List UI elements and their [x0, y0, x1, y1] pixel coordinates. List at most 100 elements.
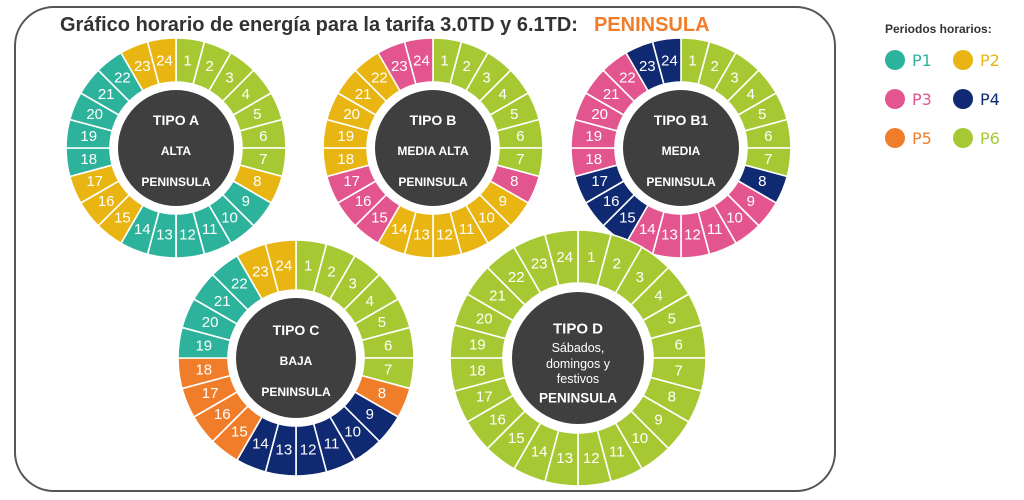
- dial-center-text: TIPO B: [410, 112, 457, 128]
- hour-label: 22: [619, 70, 636, 87]
- hour-label: 4: [366, 293, 374, 310]
- hour-label: 3: [348, 276, 356, 293]
- hour-label: 16: [214, 406, 231, 423]
- hour-label: 15: [371, 209, 388, 226]
- hour-label: 13: [661, 227, 678, 244]
- hour-label: 23: [391, 58, 408, 75]
- hour-label: 13: [413, 227, 430, 244]
- hour-label: 15: [619, 209, 636, 226]
- hour-label: 15: [508, 430, 525, 447]
- hour-label: 1: [440, 52, 448, 69]
- hour-label: 11: [202, 221, 218, 238]
- hour-label: 16: [603, 193, 620, 210]
- hour-label: 22: [508, 269, 525, 286]
- hour-label: 21: [489, 288, 506, 305]
- hour-label: 17: [591, 173, 608, 190]
- hour-label: 3: [730, 70, 738, 87]
- hour-label: 9: [366, 406, 374, 423]
- hour-label: 14: [531, 443, 548, 460]
- hour-label: 4: [499, 86, 507, 103]
- hour-label: 14: [252, 435, 269, 452]
- hour-label: 7: [516, 151, 524, 168]
- hour-label: 14: [639, 221, 656, 238]
- hour-label: 21: [98, 86, 115, 103]
- legend-swatch: [885, 128, 905, 148]
- hour-label: 10: [344, 423, 361, 440]
- hour-label: 24: [413, 52, 430, 69]
- hour-label: 3: [482, 70, 490, 87]
- legend-grid: P1 P2 P3 P4 P5 P6: [885, 50, 1020, 148]
- hour-label: 20: [343, 106, 360, 123]
- hour-label: 7: [384, 362, 392, 379]
- hour-label: 17: [476, 388, 493, 405]
- hour-label: 6: [384, 337, 392, 354]
- dial-center: [375, 90, 491, 206]
- hour-label: 15: [114, 209, 131, 226]
- legend-label: P1: [912, 50, 932, 70]
- hour-label: 10: [631, 430, 648, 447]
- hour-label: 10: [221, 209, 238, 226]
- hour-label: 7: [259, 151, 267, 168]
- hour-label: 20: [591, 106, 608, 123]
- hour-label: 18: [469, 363, 486, 380]
- hour-label: 19: [469, 336, 486, 353]
- diagram-frame: [14, 6, 836, 492]
- dial-center-text: BAJA: [280, 354, 313, 368]
- hour-label: 5: [510, 106, 518, 123]
- dial-center-text: MEDIA: [662, 144, 701, 158]
- hour-label: 17: [343, 173, 360, 190]
- hour-label: 5: [758, 106, 766, 123]
- dial-center-text: TIPO B1: [654, 112, 709, 128]
- legend-swatch: [885, 89, 905, 109]
- legend-title: Periodos horarios:: [885, 22, 992, 36]
- legend-swatch: [953, 89, 973, 109]
- hour-label: 19: [337, 128, 354, 145]
- hour-label: 1: [587, 249, 595, 266]
- hour-segment-24: [543, 229, 579, 287]
- hour-label: 13: [556, 450, 573, 467]
- hour-label: 3: [225, 70, 233, 87]
- dial-center: [118, 90, 234, 206]
- hour-label: 17: [86, 173, 103, 190]
- hour-label: 3: [636, 269, 644, 286]
- hour-label: 19: [585, 128, 602, 145]
- hour-label: 5: [668, 311, 676, 328]
- dial-center-text: MEDIA ALTA: [397, 144, 469, 158]
- legend-item-p1: P1: [885, 50, 953, 70]
- hour-label: 15: [231, 423, 248, 440]
- hour-label: 6: [764, 128, 772, 145]
- hour-segment-24: [264, 239, 297, 294]
- hour-label: 8: [758, 173, 766, 190]
- dial-center: [623, 90, 739, 206]
- hour-label: 16: [355, 193, 372, 210]
- legend-item-p6: P6: [953, 128, 1013, 148]
- hour-label: 2: [613, 256, 621, 273]
- legend-item-p4: P4: [953, 89, 1013, 109]
- legend-label: P4: [980, 89, 1000, 109]
- hour-label: 1: [304, 257, 312, 274]
- legend-item-p5: P5: [885, 128, 953, 148]
- hour-label: 18: [80, 151, 97, 168]
- hour-label: 2: [463, 58, 471, 75]
- hour-label: 10: [726, 209, 743, 226]
- hour-label: 14: [134, 221, 151, 238]
- hour-label: 20: [476, 311, 493, 328]
- hour-label: 4: [242, 86, 250, 103]
- legend-label: P6: [980, 128, 1000, 148]
- hour-label: 24: [276, 257, 293, 274]
- title: Gráfico horario de energía para la tarif…: [60, 14, 710, 37]
- hour-label: 1: [688, 52, 696, 69]
- hour-label: 18: [585, 151, 602, 168]
- hour-label: 10: [478, 209, 495, 226]
- hour-label: 6: [516, 128, 524, 145]
- hour-label: 11: [707, 221, 723, 238]
- hour-label: 8: [253, 173, 261, 190]
- hour-label: 24: [156, 52, 173, 69]
- hour-label: 8: [668, 388, 676, 405]
- hour-label: 9: [654, 411, 662, 428]
- hour-label: 7: [674, 363, 682, 380]
- hour-label: 11: [324, 435, 340, 452]
- dial-center-text: TIPO C: [273, 322, 320, 338]
